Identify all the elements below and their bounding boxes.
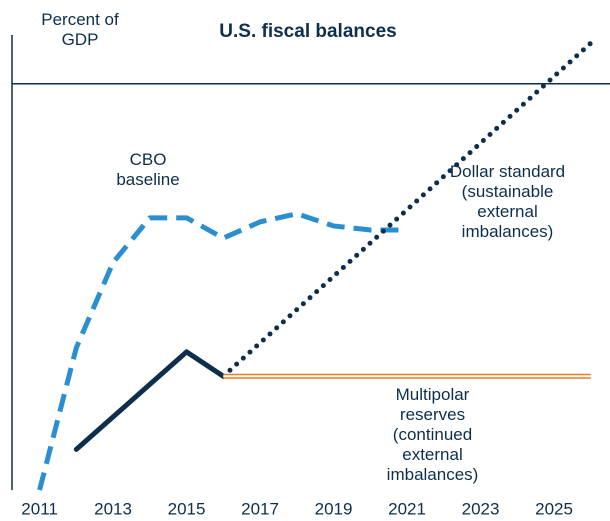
- x-tick-label: 2017: [241, 499, 279, 518]
- series-line: [220, 40, 594, 379]
- series-line: [73, 349, 226, 452]
- x-tick-label: 2011: [21, 499, 58, 518]
- series-label: Multipolar reserves (continued external …: [386, 385, 479, 484]
- x-tick-label: 2023: [462, 499, 500, 518]
- series-label: Dollar standard (sustainable external im…: [449, 162, 566, 241]
- series-line: [37, 211, 408, 491]
- x-tick-label: 2019: [315, 499, 353, 518]
- y-axis-label: Percent of GDP: [41, 10, 119, 49]
- chart-title: U.S. fiscal balances: [219, 21, 396, 42]
- x-tick-label: 2013: [94, 499, 132, 518]
- x-tick-label: 2021: [388, 499, 426, 518]
- series-label: CBO baseline: [116, 150, 180, 189]
- x-tick-label: 2025: [535, 499, 573, 518]
- x-tick-label: 2015: [168, 499, 206, 518]
